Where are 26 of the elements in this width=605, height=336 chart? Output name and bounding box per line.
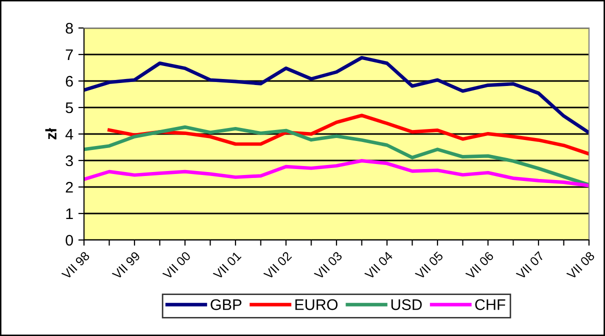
line-series [108, 114, 589, 156]
y-tick-label: 0 [66, 234, 73, 246]
y-axis-title: zł [45, 128, 56, 140]
x-tick-label: VII 06 [465, 251, 494, 280]
x-tick-label: VII 08 [566, 251, 596, 280]
y-tick-label: 2 [66, 182, 73, 193]
legend-label: USD [391, 299, 422, 310]
x-tick-label: VII 00 [162, 250, 192, 280]
x-tick-label: VII 01 [212, 251, 242, 280]
y-tick-label: 1 [66, 208, 73, 220]
x-tick-label: VII 04 [364, 250, 394, 280]
legend-label: GBP [210, 299, 242, 310]
y-tick-label: 6 [66, 76, 73, 87]
legend-label: EURO [295, 299, 338, 310]
y-tick-label: 7 [66, 50, 73, 60]
y-tick-label: 4 [65, 129, 74, 140]
x-tick-label: VII 05 [414, 251, 444, 280]
x-tick-label: VII 98 [61, 251, 90, 280]
x-tick-label: VII 02 [263, 251, 292, 280]
x-tick-label: VII 03 [314, 251, 343, 280]
y-tick-label: 8 [66, 22, 73, 34]
y-tick-label: 3 [66, 155, 73, 166]
y-tick-label: 5 [66, 102, 73, 114]
legend-label: CHF [475, 299, 506, 310]
x-tick-label: VII 07 [516, 251, 545, 280]
x-tick-label: VII 99 [112, 251, 141, 280]
